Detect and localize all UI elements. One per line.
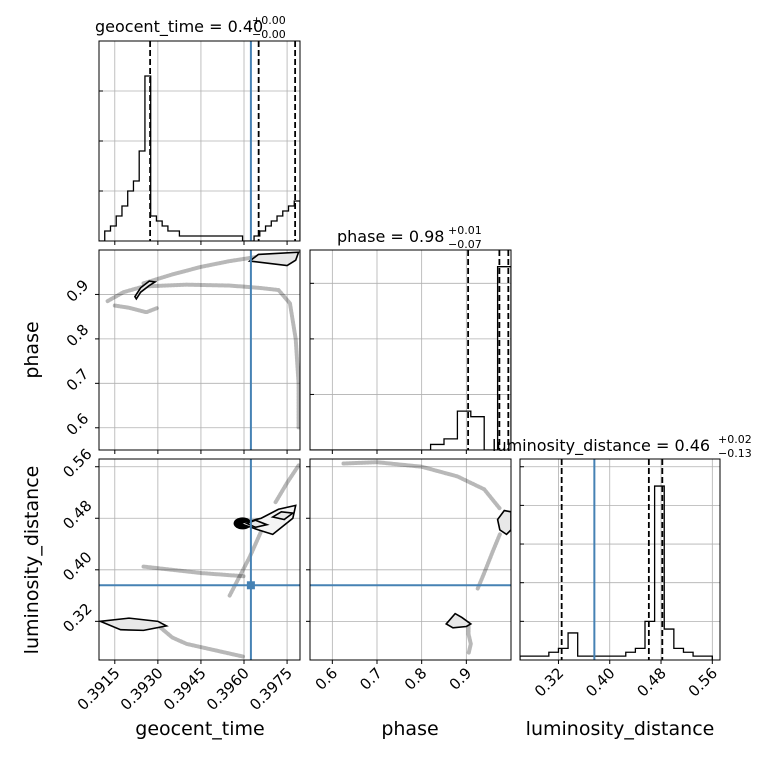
title-luminosity-distance: luminosity_distance = 0.46 +0.02 −0.13 xyxy=(492,433,752,460)
injection-marker xyxy=(246,581,255,590)
x-tick-label-geocent-time: 0.3915 xyxy=(74,664,124,714)
x-tick-label-phase: 0.9 xyxy=(446,664,476,694)
y-tick-label-phase: 0.9 xyxy=(63,276,93,306)
contour-inner xyxy=(270,511,295,521)
title-luminosity-distance-plus: +0.02 xyxy=(718,433,752,446)
title-geocent-time-minus: −0.00 xyxy=(252,28,286,41)
panel-frame xyxy=(309,249,512,451)
sample-scatter xyxy=(273,463,300,505)
x-tick-label-luminosity-distance: 0.32 xyxy=(531,664,567,700)
y-tick-label-luminosity-distance: 0.48 xyxy=(59,497,95,533)
title-phase: phase = 0.98 +0.01 −0.07 xyxy=(337,224,482,251)
sample-scatter xyxy=(227,529,264,598)
panel-luminosity-distance-histogram xyxy=(519,458,721,664)
contour-inner xyxy=(244,519,270,529)
x-tick-label-geocent-time: 0.3975 xyxy=(246,664,296,714)
panel-frame xyxy=(98,249,301,451)
x-tick-label-phase: 0.7 xyxy=(356,664,386,694)
y-tick-label-luminosity-distance: 0.32 xyxy=(59,600,95,636)
title-geocent-time-main: geocent_time = 0.40 xyxy=(95,17,263,37)
title-geocent-time: geocent_time = 0.40 +0.00 −0.00 xyxy=(95,14,286,41)
y-tick-label-phase: 0.6 xyxy=(63,409,93,439)
x-tick-label-geocent-time: 0.3945 xyxy=(160,664,210,714)
y-tick-label-luminosity-distance: 0.40 xyxy=(59,548,95,584)
ylabel-phase: phase xyxy=(21,321,43,378)
panel-frame xyxy=(98,40,301,242)
title-geocent-time-plus: +0.00 xyxy=(252,14,286,27)
sample-scatter xyxy=(475,532,502,592)
panel-frame xyxy=(309,458,512,661)
xlabel-luminosity-distance: luminosity_distance xyxy=(526,718,715,740)
contour-inner xyxy=(133,280,158,301)
histogram-luminosity-distance xyxy=(520,485,713,660)
sample-scatter xyxy=(141,564,247,579)
panel-content xyxy=(310,459,511,660)
panel-luminosity-distance-vs-geocent-time xyxy=(95,458,301,664)
tick-labels: 0.6 0.7 0.8 0.9 0.32 0.40 0.48 0.56 0.39150.3930… xyxy=(59,276,721,714)
title-phase-plus: +0.01 xyxy=(448,224,482,237)
x-tick-label-geocent-time: 0.3930 xyxy=(117,664,167,714)
sample-scatter xyxy=(112,303,160,315)
histogram-geocent-time xyxy=(99,75,300,241)
panel-content xyxy=(520,459,720,660)
sample-scatter xyxy=(341,460,502,511)
ylabel-luminosity-distance: luminosity_distance xyxy=(21,466,43,655)
x-tick-label-phase: 0.8 xyxy=(401,664,431,694)
sample-scatter xyxy=(158,625,247,659)
title-phase-minus: −0.07 xyxy=(448,238,482,251)
x-tick-label-luminosity-distance: 0.40 xyxy=(582,664,618,700)
contour-inner xyxy=(444,612,473,629)
sample-scatter xyxy=(466,622,473,656)
x-tick-label-luminosity-distance: 0.48 xyxy=(634,664,670,700)
sample-scatter xyxy=(105,282,300,430)
title-phase-main: phase = 0.98 xyxy=(337,227,444,246)
panel-content xyxy=(310,250,511,450)
y-tick-label-phase: 0.7 xyxy=(63,365,93,395)
x-tick-label-phase: 0.6 xyxy=(312,664,342,694)
panel-phase-vs-geocent-time xyxy=(95,249,301,454)
contour-inner xyxy=(496,509,511,536)
title-luminosity-distance-main: luminosity_distance = 0.46 xyxy=(492,436,710,456)
contour-inner xyxy=(247,251,300,267)
xlabel-geocent-time: geocent_time xyxy=(135,718,264,740)
sample-scatter xyxy=(141,254,261,286)
panel-frame xyxy=(98,458,301,661)
x-tick-label-geocent-time: 0.3960 xyxy=(203,664,253,714)
panel-content xyxy=(99,41,300,241)
panel-content xyxy=(99,459,300,660)
histogram-phase xyxy=(310,266,511,450)
title-luminosity-distance-minus: −0.13 xyxy=(718,447,752,460)
y-tick-label-luminosity-distance: 0.56 xyxy=(59,445,95,481)
panel-phase-histogram xyxy=(309,249,512,454)
panel-geocent-time-histogram xyxy=(98,40,301,245)
xlabel-phase: phase xyxy=(381,718,438,740)
panel-luminosity-distance-vs-phase xyxy=(306,458,512,664)
panel-frame xyxy=(519,458,721,661)
contour-inner xyxy=(99,617,169,632)
y-tick-label-phase: 0.8 xyxy=(63,321,93,351)
panel-content xyxy=(99,250,300,450)
x-tick-label-luminosity-distance: 0.56 xyxy=(685,664,721,700)
